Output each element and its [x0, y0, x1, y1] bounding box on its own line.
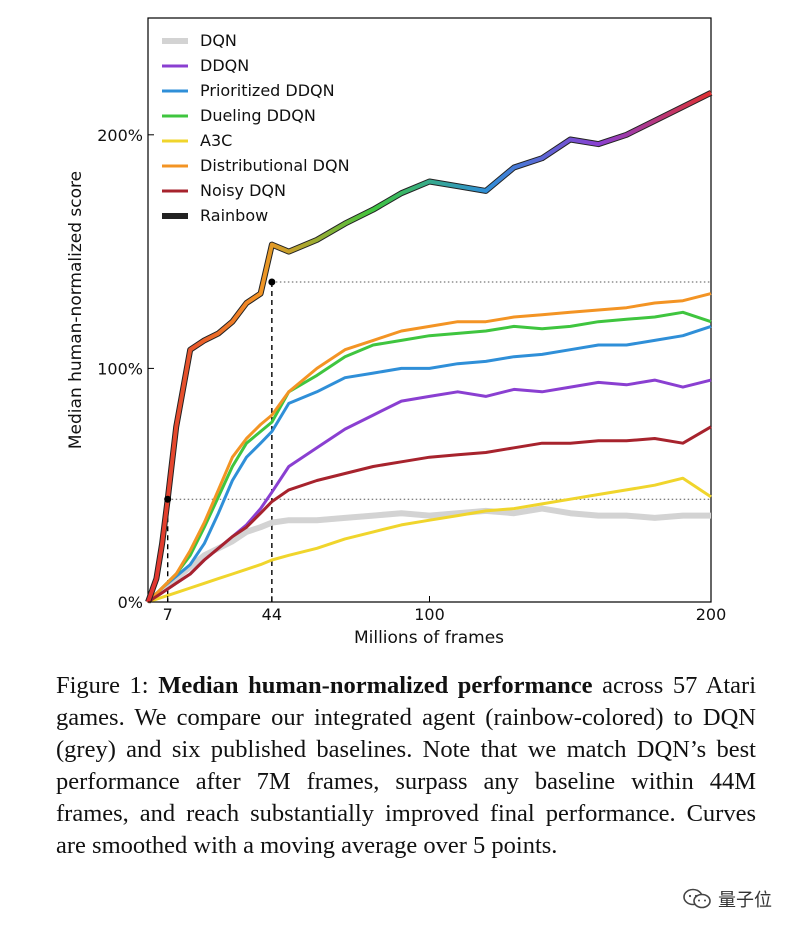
y-axis-title: Median human-normalized score — [66, 171, 86, 449]
series-line-dqn — [146, 505, 711, 605]
y-tick-label-200: 200% — [97, 126, 143, 145]
marker-point-1 — [268, 278, 276, 286]
chart: 7 44 100 200 0%100%200% Millions of frames … — [66, 17, 727, 648]
wechat-icon — [682, 887, 712, 911]
series-line-dueling-ddqn — [146, 310, 712, 604]
caption-prefix: Figure 1: — [56, 672, 159, 699]
y-tick-label-100: 100% — [97, 359, 143, 378]
legend: DQN DDQN Prioritized DDQN Dueling DDQN A3C Di… — [162, 31, 350, 225]
series-line-rainbow — [146, 91, 712, 603]
caption-rest: across 57 Atari games. We compare our in… — [56, 672, 756, 859]
legend-label-a3c: A3C — [200, 131, 232, 150]
series-line-noisy-dqn — [147, 425, 712, 604]
watermark-text: 量子位 — [718, 890, 772, 911]
legend-label-distributional-dqn: Distributional DQN — [200, 156, 350, 175]
figure-caption: Figure 1: Median human-normalized perfor… — [56, 670, 756, 862]
marker-point-0 — [164, 495, 172, 503]
x-axis-title: Millions of frames — [354, 628, 504, 648]
x-tick-label-7: 7 — [163, 605, 173, 624]
series-group — [145, 90, 713, 605]
legend-label-ddqn: DDQN — [200, 56, 249, 75]
watermark: 量子位 — [682, 886, 772, 912]
y-axis-ticks: 0% 100% 200% — [97, 126, 154, 612]
series-line-a3c — [147, 476, 712, 604]
x-axis-ticks: 7 44 100 200 — [163, 596, 727, 624]
y-tick-label-0: 0% — [118, 593, 143, 612]
legend-label-prioritized-ddqn: Prioritized DDQN — [200, 81, 335, 100]
series-line-prioritized-ddqn — [146, 324, 712, 604]
markers — [164, 278, 276, 503]
legend-label-dqn: DQN — [200, 31, 237, 50]
legend-label-noisy-dqn: Noisy DQN — [200, 181, 286, 200]
caption-bold: Median human-normalized performance — [158, 672, 593, 699]
x-tick-label-44: 44 — [262, 605, 282, 624]
series-line-distributional-dqn — [146, 292, 712, 604]
legend-label-rainbow: Rainbow — [200, 206, 268, 225]
x-tick-label-100: 100 — [414, 605, 445, 624]
legend-label-dueling-ddqn: Dueling DDQN — [200, 106, 316, 125]
x-tick-label-200: 200 — [696, 605, 727, 624]
